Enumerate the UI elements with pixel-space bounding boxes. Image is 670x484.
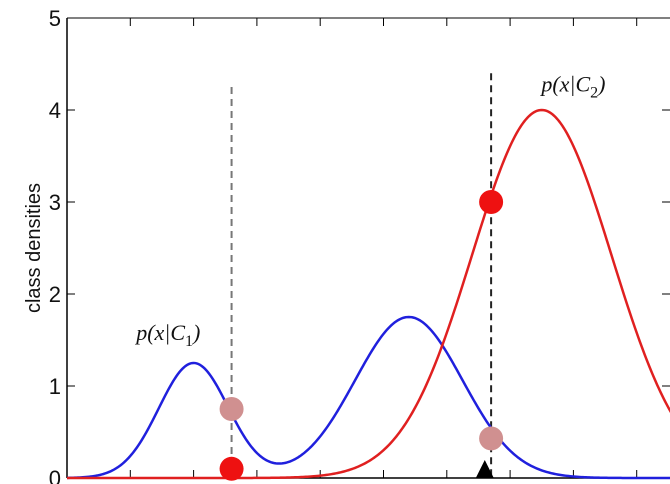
decision-point-4: [479, 426, 504, 451]
y-tick-label-1: 1: [49, 374, 61, 399]
density-curve-2: [67, 108, 670, 480]
plot-area: [66, 17, 670, 481]
y-axis-title: class densities: [23, 183, 45, 313]
decision-point-1: [219, 397, 244, 421]
y-tick-label-0: 0: [49, 466, 61, 484]
curve-label-1: p(x|C1): [134, 320, 200, 350]
y-tick-label-4: 4: [49, 98, 61, 123]
curve-label-2: p(x|C2): [539, 72, 605, 102]
decision-point-3: [479, 190, 504, 214]
y-tick-label-2: 2: [49, 282, 61, 307]
y-tick-label-3: 3: [49, 190, 61, 215]
labels-layer: 0 1 2 3 4 5 class densities p(x|C1) p(x|C2): [23, 6, 605, 484]
density-curve-1: [66, 315, 670, 480]
decision-point-2: [219, 456, 244, 481]
y-tick-label-5: 5: [49, 6, 61, 31]
x-axis-arrow-marker: [475, 460, 494, 478]
